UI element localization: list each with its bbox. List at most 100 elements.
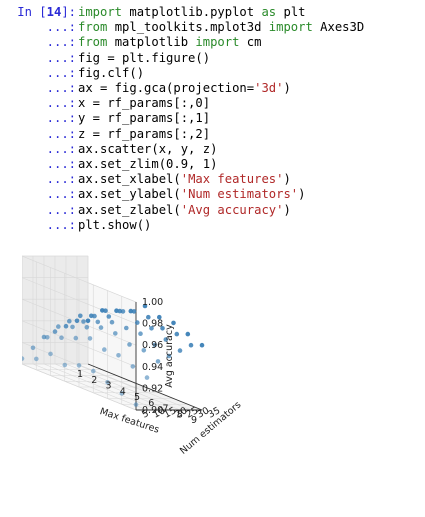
y-grid-line bbox=[32, 363, 148, 411]
input-prompt: ...: bbox=[46, 187, 76, 202]
code-source: ax.set_zlabel('Avg accuracy') bbox=[78, 202, 291, 218]
data-point bbox=[98, 325, 104, 330]
z-grid-line bbox=[21, 277, 137, 324]
input-prompt: ...: bbox=[46, 50, 76, 65]
z-grid-line bbox=[21, 298, 137, 346]
data-point bbox=[87, 336, 93, 341]
data-point bbox=[85, 318, 91, 324]
data-point bbox=[30, 345, 36, 351]
data-point bbox=[81, 319, 86, 324]
code-text: ) bbox=[283, 202, 291, 217]
code-keyword: import bbox=[78, 5, 123, 19]
data-point bbox=[76, 363, 82, 368]
data-point bbox=[95, 319, 101, 325]
data-point bbox=[144, 375, 150, 380]
code-string: 'Avg accuracy' bbox=[180, 202, 284, 217]
data-point bbox=[171, 320, 176, 326]
code-text: ) bbox=[283, 81, 291, 95]
x-tick-label: 9 bbox=[191, 415, 197, 426]
input-prompt: ...: bbox=[46, 65, 76, 80]
code-text: y = rf_params[:,1] bbox=[78, 111, 211, 126]
data-point bbox=[155, 359, 161, 364]
data-point bbox=[149, 326, 154, 331]
code-text: ax.set_zlim(0.9, 1) bbox=[78, 157, 218, 171]
z-tick-label: 0.98 bbox=[142, 319, 163, 330]
data-point bbox=[163, 337, 169, 342]
y-grid-line bbox=[43, 363, 159, 411]
data-point bbox=[160, 326, 165, 331]
data-point bbox=[135, 320, 140, 325]
data-point bbox=[34, 356, 39, 362]
prompt-number: 14 bbox=[46, 5, 62, 19]
code-text: fig.clf() bbox=[78, 65, 145, 80]
data-point bbox=[70, 324, 75, 330]
code-source: ax = fig.gca(projection='3d') bbox=[78, 80, 291, 96]
code-source: fig = plt.figure() bbox=[78, 50, 210, 66]
code-source: fig.clf() bbox=[78, 65, 144, 81]
input-prompt: ...: bbox=[46, 20, 76, 35]
data-point bbox=[124, 325, 129, 331]
code-source: ax.set_zlim(0.9, 1) bbox=[78, 156, 217, 172]
input-prompt: ...: bbox=[46, 157, 76, 171]
data-point bbox=[48, 351, 53, 357]
code-text: mpl_toolkits.mplot3d bbox=[107, 20, 269, 35]
code-text: matplotlib bbox=[107, 35, 196, 50]
data-point bbox=[78, 313, 83, 319]
code-text: plt.show() bbox=[78, 217, 152, 232]
code-text: cm bbox=[239, 35, 262, 50]
data-point bbox=[56, 324, 61, 329]
code-source: ax.set_ylabel('Num estimators') bbox=[78, 186, 305, 202]
data-point bbox=[199, 342, 205, 348]
code-keyword: as bbox=[261, 5, 277, 19]
code-text: ax = fig.gca(projection= bbox=[78, 81, 255, 95]
z-grid-line bbox=[21, 320, 137, 368]
code-source: x = rf_params[:,0] bbox=[78, 95, 210, 111]
x-tick-label: 5 bbox=[134, 392, 140, 403]
code-text: ax.set_zlabel( bbox=[78, 202, 181, 217]
x-tick-label: 7 bbox=[162, 404, 168, 415]
code-keyword: import bbox=[195, 35, 240, 50]
data-point bbox=[119, 391, 125, 396]
z-grid-line bbox=[21, 255, 137, 303]
code-text: ax.scatter(x, y, z) bbox=[78, 141, 218, 156]
y-tick-label: 20 bbox=[173, 405, 189, 420]
data-point bbox=[106, 314, 112, 319]
z-tick-label: 0.94 bbox=[142, 362, 163, 373]
y-grid-line bbox=[54, 363, 170, 411]
code-source: ax.scatter(x, y, z) bbox=[78, 141, 217, 157]
data-point bbox=[73, 335, 79, 341]
data-point bbox=[188, 342, 194, 348]
data-point bbox=[102, 347, 107, 352]
data-point bbox=[142, 303, 148, 309]
code-text: ax.set_xlabel( bbox=[78, 172, 181, 187]
data-point bbox=[67, 318, 72, 324]
input-prompt: ...: bbox=[46, 217, 76, 232]
input-prompt: ...: bbox=[46, 202, 76, 217]
y-tick-label: 25 bbox=[184, 405, 200, 420]
z-axis-label: Avg accuracy bbox=[164, 324, 175, 388]
data-point bbox=[100, 308, 105, 313]
x-tick-label: 8 bbox=[177, 409, 183, 420]
data-point bbox=[157, 314, 162, 320]
z-grid-line bbox=[21, 363, 137, 411]
scatter-3d-figure: 1 2 3 4 5 6 7 8 9 5 10 15 20 25 30 35 0.90 0.92 0.94 0.96 0.… bbox=[19, 234, 352, 474]
data-point bbox=[146, 314, 151, 320]
input-prompt: ...: bbox=[46, 172, 76, 187]
input-prompt: ...: bbox=[46, 111, 76, 126]
z-tick-label: 0.90 bbox=[142, 405, 163, 416]
data-point bbox=[84, 325, 90, 330]
data-point bbox=[62, 362, 68, 368]
y-tick-label: 35 bbox=[206, 405, 222, 420]
data-point bbox=[174, 331, 180, 337]
data-point bbox=[109, 319, 115, 325]
code-text: x = rf_params[:,0] bbox=[78, 96, 211, 111]
input-prompt: ...: bbox=[46, 141, 76, 156]
x-tick-label: 3 bbox=[105, 381, 111, 392]
data-point bbox=[141, 348, 147, 353]
code-source: y = rf_params[:,1] bbox=[78, 110, 210, 126]
code-string: 'Max features' bbox=[180, 172, 284, 187]
code-text: matplotlib.pyplot bbox=[122, 5, 262, 19]
code-string: '3d' bbox=[254, 81, 284, 95]
code-text: ) bbox=[298, 187, 306, 202]
